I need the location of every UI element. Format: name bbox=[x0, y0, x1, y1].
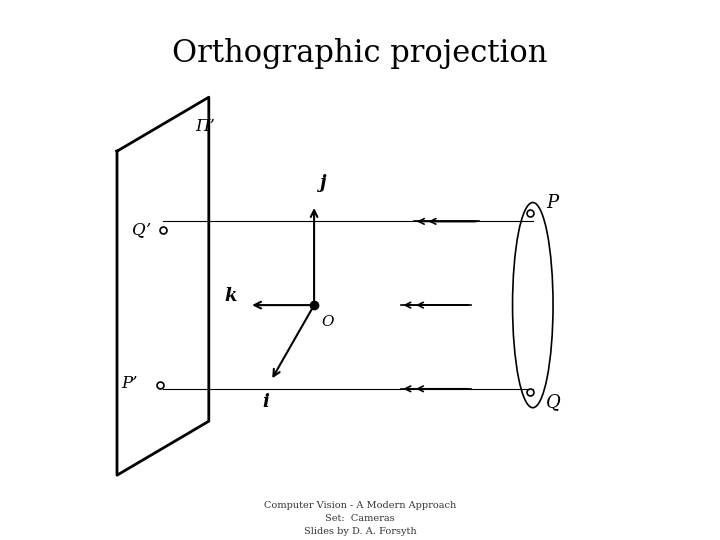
Text: k: k bbox=[225, 287, 237, 305]
Text: i: i bbox=[262, 393, 269, 411]
Text: Q’: Q’ bbox=[132, 221, 151, 238]
Text: P’: P’ bbox=[121, 375, 138, 392]
Text: Computer Vision - A Modern Approach: Computer Vision - A Modern Approach bbox=[264, 501, 456, 510]
Text: Orthographic projection: Orthographic projection bbox=[172, 38, 548, 69]
Text: j: j bbox=[320, 174, 326, 192]
Text: Slides by D. A. Forsyth: Slides by D. A. Forsyth bbox=[304, 527, 416, 536]
Text: Set:  Cameras: Set: Cameras bbox=[325, 514, 395, 523]
Text: O: O bbox=[321, 315, 333, 329]
Polygon shape bbox=[117, 97, 209, 475]
Text: Π’: Π’ bbox=[195, 118, 215, 136]
Text: P: P bbox=[546, 193, 559, 212]
Text: Q: Q bbox=[546, 393, 561, 411]
